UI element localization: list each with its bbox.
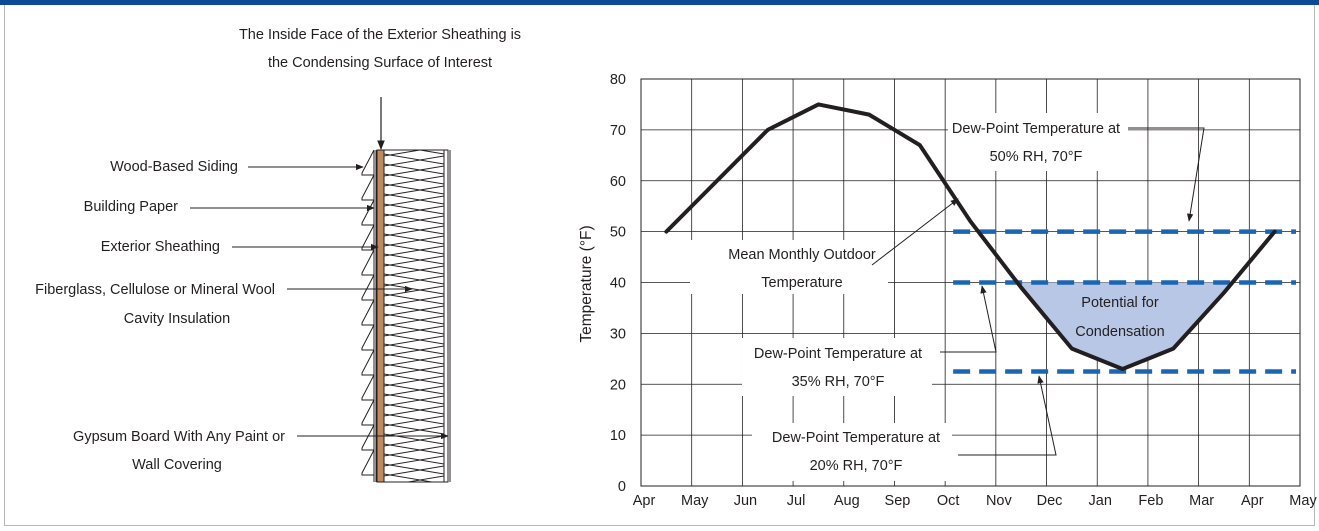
x-tick-label: Oct [937, 493, 960, 509]
gypsum-board [443, 149, 449, 483]
leader-dp35 [940, 285, 997, 353]
x-tick-label: Apr [1241, 493, 1264, 509]
y-tick-label: 40 [610, 276, 626, 292]
exterior-sheathing [376, 149, 385, 483]
label-siding: Wood-Based Siding [110, 159, 238, 175]
annotation-dp50-line2: 50% RH, 70°F [990, 149, 1083, 165]
label-insulation-line2: Cavity Insulation [124, 311, 230, 327]
annotation-potential-line1: Potential for [1081, 295, 1159, 311]
x-tick-label: Dec [1037, 493, 1063, 509]
x-tick-label: Sep [885, 493, 911, 509]
annotation-dp20-line2: 20% RH, 70°F [810, 458, 903, 474]
y-tick-label: 80 [610, 72, 626, 88]
temperature-chart: 0 10 20 30 40 50 60 70 80 Apr May Jun Jul Aug Sep Oct No… [578, 72, 1317, 509]
x-tick-label: Apr [633, 493, 656, 509]
y-tick-label: 30 [610, 326, 626, 342]
annotation-bg-dp35 [742, 338, 932, 396]
wall-title-line2: the Condensing Surface of Interest [268, 55, 492, 71]
label-gypsum-line1: Gypsum Board With Any Paint or [73, 429, 285, 445]
annotations: Mean Monthly Outdoor Temperature Dew-Poi… [690, 113, 1205, 481]
top-accent-bar [0, 0, 1319, 5]
annotation-dp20-line1: Dew-Point Temperature at [772, 430, 940, 446]
wall-title-line1: The Inside Face of the Exterior Sheathin… [239, 27, 521, 43]
dew-point-lines [953, 229, 1296, 374]
annotation-mean-line2: Temperature [761, 275, 842, 291]
x-tick-label: Nov [986, 493, 1013, 509]
leader-mean [871, 198, 959, 266]
y-axis-label: Temperature (°F) [578, 225, 595, 342]
cavity-insulation [383, 149, 445, 483]
wall-section-diagram: The Inside Face of the Exterior Sheathin… [35, 27, 521, 483]
label-insulation-line1: Fiberglass, Cellulose or Mineral Wool [35, 282, 275, 298]
annotation-dp50-line1: Dew-Point Temperature at [952, 121, 1120, 137]
annotation-bg-dp50 [948, 113, 1128, 171]
label-gypsum-line2: Wall Covering [132, 457, 222, 473]
x-tick-label: Aug [834, 493, 860, 509]
annotation-mean-line1: Mean Monthly Outdoor [728, 247, 876, 263]
annotation-potential-line2: Condensation [1075, 324, 1165, 340]
y-tick-label: 50 [610, 225, 626, 241]
x-tick-label: May [1289, 493, 1317, 509]
y-tick-label: 60 [610, 174, 626, 190]
x-tick-label: Jan [1089, 493, 1112, 509]
x-tick-label: Jun [734, 493, 757, 509]
series-layer [664, 102, 1277, 371]
annotation-bg-dp20 [752, 423, 952, 481]
x-tick-label: Feb [1138, 493, 1163, 509]
annotation-dp35-line2: 35% RH, 70°F [792, 374, 885, 390]
y-tick-label: 20 [610, 377, 626, 393]
label-building-paper: Building Paper [84, 199, 178, 215]
tick-labels: 0 10 20 30 40 50 60 70 80 Apr May Jun Jul Aug Sep Oct No… [610, 72, 1318, 509]
leader-dp50 [1128, 127, 1205, 222]
x-tick-label: Jul [787, 493, 806, 509]
x-tick-label: Mar [1189, 493, 1214, 509]
annotation-dp35-line1: Dew-Point Temperature at [754, 346, 922, 362]
wood-siding [361, 149, 375, 482]
label-sheathing: Exterior Sheathing [101, 239, 220, 255]
figure-frame [4, 5, 1315, 526]
chart-grid [640, 78, 1301, 487]
leader-dp20 [958, 375, 1057, 456]
y-tick-label: 70 [610, 123, 626, 139]
annotation-bg-mean [690, 240, 888, 294]
y-tick-label: 10 [610, 428, 626, 444]
y-tick-label: 0 [618, 479, 626, 495]
x-tick-label: May [681, 493, 709, 509]
